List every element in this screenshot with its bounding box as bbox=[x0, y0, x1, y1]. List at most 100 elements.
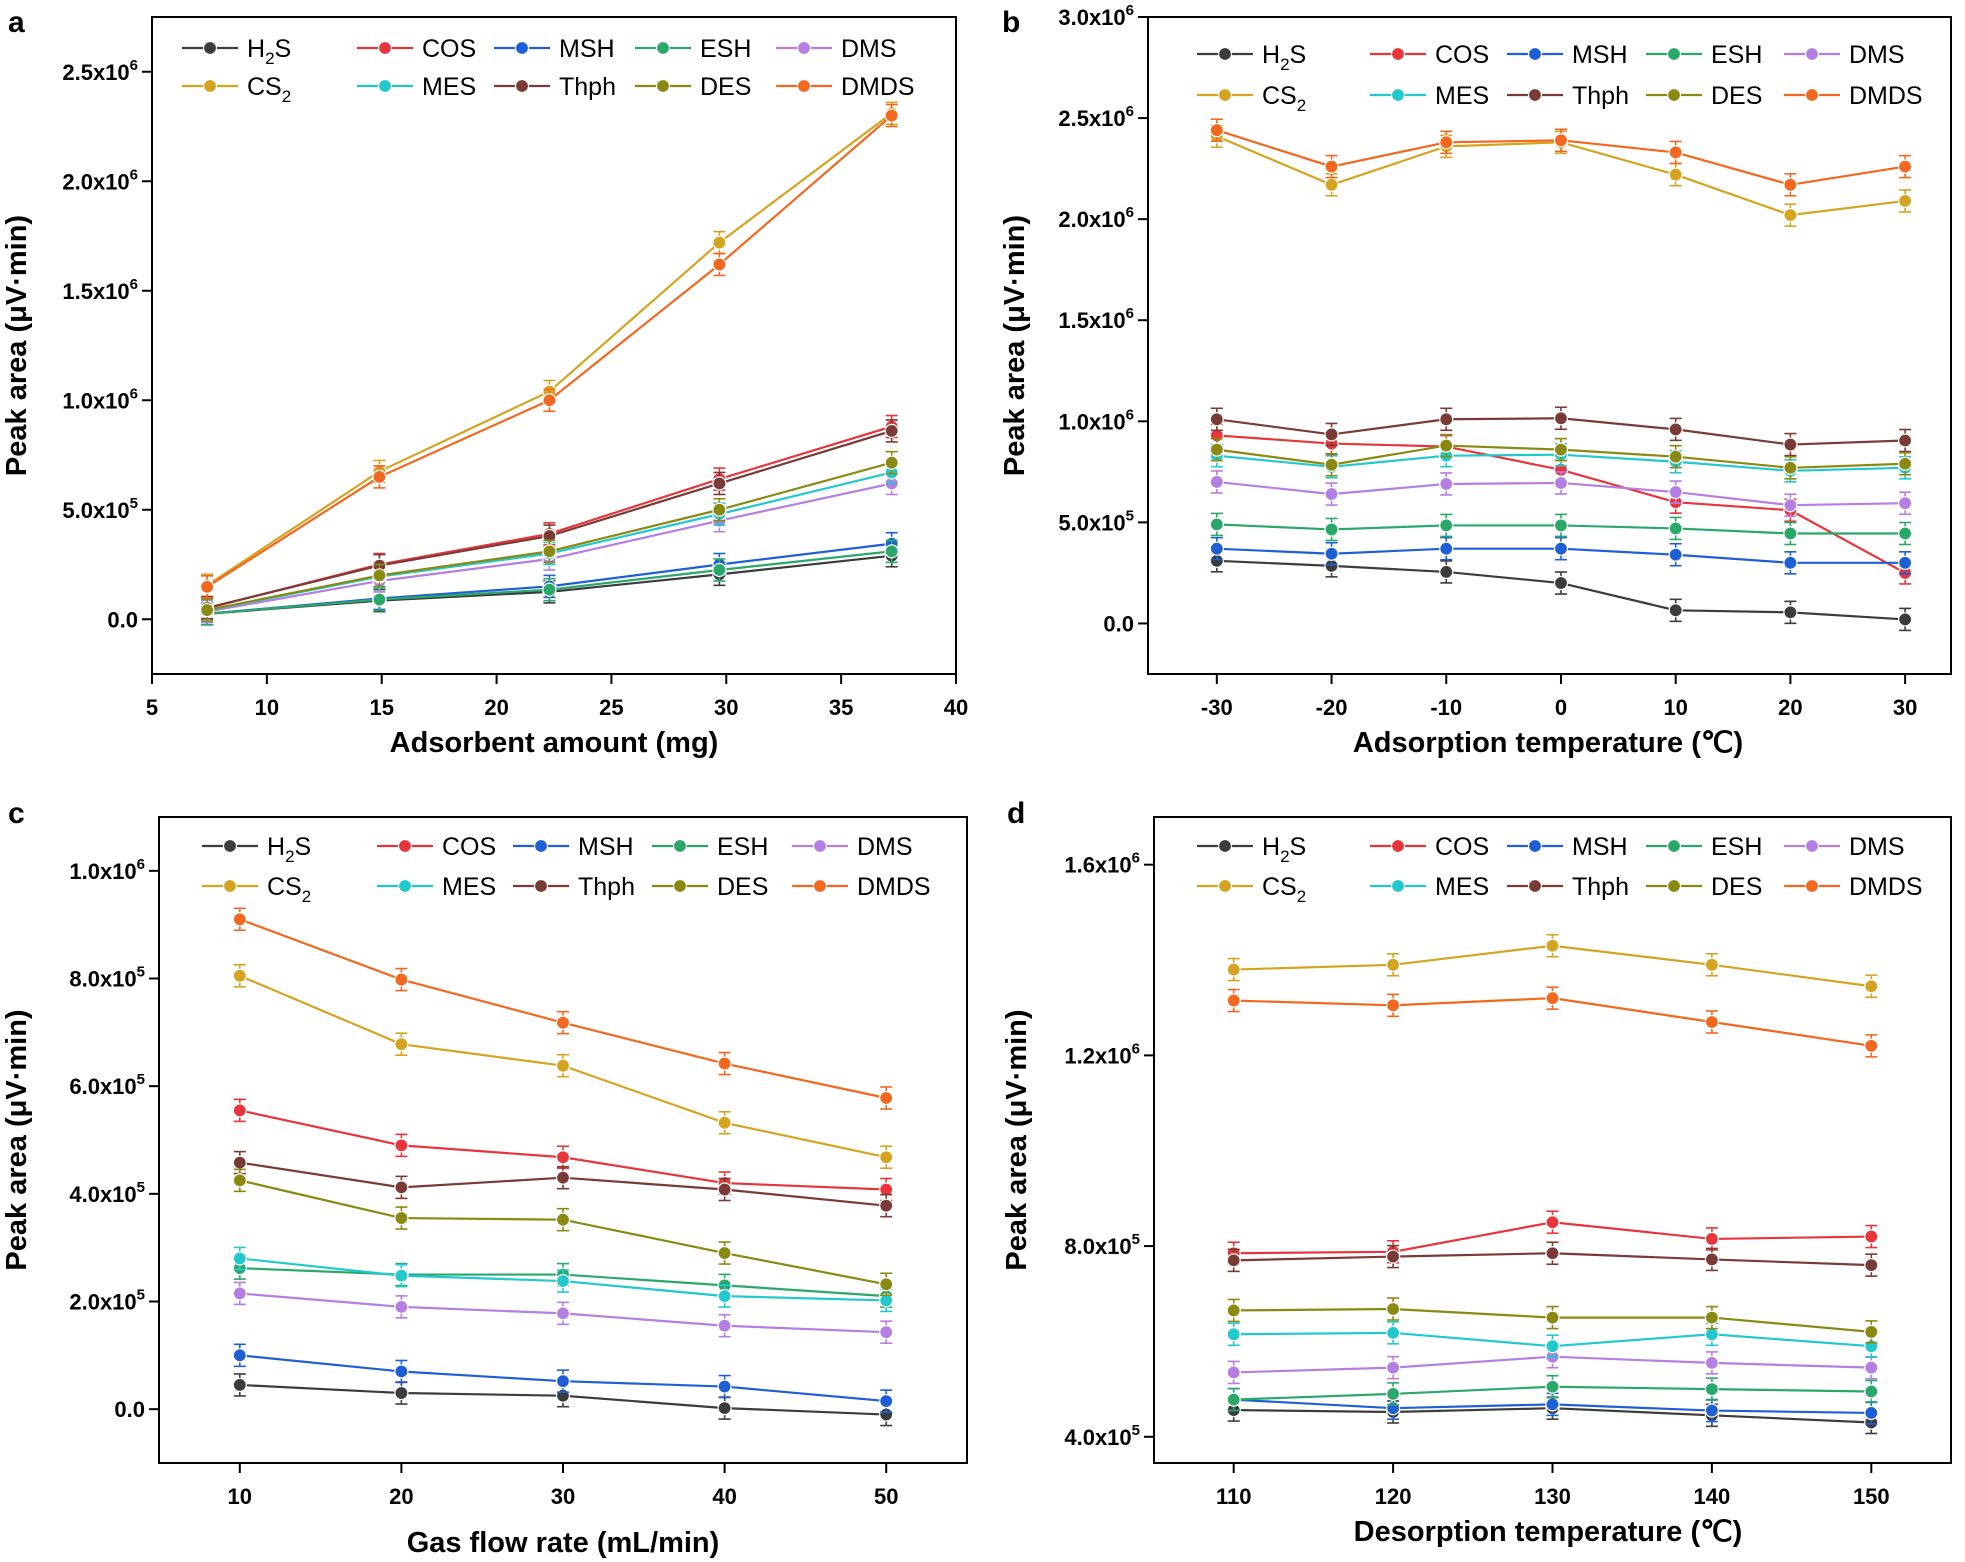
series-h2s bbox=[1209, 548, 1913, 632]
legend: H2S COS MSH ESH DMS CS2 MES Thph DES DMDS bbox=[202, 833, 931, 906]
data-point bbox=[1898, 456, 1913, 471]
data-point bbox=[1668, 484, 1683, 500]
legend-label: DMS bbox=[841, 35, 897, 63]
y-tick-label: 5.0x105 bbox=[62, 495, 138, 523]
legend-marker bbox=[1527, 838, 1543, 854]
legend-item-des: DES bbox=[635, 73, 751, 101]
data-point bbox=[1668, 167, 1683, 182]
x-tick-label: 40 bbox=[944, 695, 968, 720]
data-point bbox=[1324, 486, 1339, 502]
legend-label: COS bbox=[422, 35, 476, 63]
data-point bbox=[1668, 547, 1683, 562]
data-point bbox=[717, 1245, 732, 1261]
data-point bbox=[232, 1251, 247, 1266]
data-point bbox=[555, 1212, 571, 1227]
legend-label: DES bbox=[1711, 873, 1762, 901]
legend-item-cos: COS bbox=[1370, 41, 1489, 69]
x-tick-label: -20 bbox=[1316, 695, 1348, 720]
y-tick-label: 0.0 bbox=[1103, 611, 1134, 636]
legend-item-dmds: DMDS bbox=[792, 873, 931, 901]
data-point bbox=[1898, 555, 1913, 570]
series-dmds bbox=[232, 907, 894, 1110]
x-tick-label: 20 bbox=[1778, 695, 1802, 720]
data-point bbox=[1864, 1229, 1879, 1244]
series-line bbox=[206, 112, 893, 587]
legend-label: Thph bbox=[559, 73, 616, 101]
data-point bbox=[555, 1273, 571, 1289]
data-point bbox=[1783, 555, 1798, 570]
legend-item-cos: COS bbox=[377, 833, 496, 861]
legend-marker bbox=[1666, 46, 1682, 62]
legend-label: DES bbox=[1711, 82, 1762, 110]
data-point bbox=[1439, 438, 1454, 453]
legend-marker bbox=[1804, 838, 1820, 854]
data-point bbox=[200, 579, 215, 594]
y-tick-label: 2.5x106 bbox=[62, 57, 138, 85]
data-point bbox=[1864, 1360, 1879, 1375]
data-point bbox=[712, 257, 727, 272]
data-point bbox=[1545, 938, 1560, 953]
legend-item-msh: MSH bbox=[513, 833, 634, 861]
legend-item-esh: ESH bbox=[1646, 41, 1762, 69]
legend-label: COS bbox=[442, 833, 496, 861]
legend: H2S COS MSH ESH DMS CS2 MES Thph DES DMDS bbox=[182, 35, 915, 106]
data-point bbox=[542, 393, 557, 408]
data-point bbox=[1545, 1379, 1560, 1394]
legend-marker bbox=[1666, 878, 1682, 894]
legend-marker bbox=[655, 40, 671, 56]
y-tick-label: 1.0x106 bbox=[69, 856, 145, 884]
legend-marker bbox=[1527, 87, 1543, 103]
y-axis-title: Peak area (μV·min) bbox=[1, 215, 33, 476]
legend-item-mes: MES bbox=[377, 873, 496, 901]
data-point bbox=[1324, 177, 1339, 192]
legend-marker bbox=[655, 78, 671, 94]
legend-item-des: DES bbox=[1646, 82, 1762, 110]
legend-item-esh: ESH bbox=[652, 833, 768, 861]
data-point bbox=[879, 1393, 894, 1409]
data-point bbox=[1439, 518, 1454, 533]
data-point bbox=[717, 1289, 732, 1304]
data-point bbox=[1439, 135, 1454, 150]
data-point bbox=[1864, 1324, 1879, 1339]
legend-label: MSH bbox=[578, 833, 634, 861]
plot-frame bbox=[158, 816, 968, 1464]
x-tick-label: 30 bbox=[1893, 695, 1917, 720]
data-point bbox=[1553, 442, 1569, 457]
legend-label: H2S bbox=[1262, 41, 1306, 74]
x-tick-label: 35 bbox=[829, 695, 853, 720]
legend-item-msh: MSH bbox=[1507, 833, 1628, 861]
x-tick-label: 25 bbox=[599, 695, 623, 720]
data-point bbox=[1783, 605, 1798, 620]
data-point bbox=[884, 455, 899, 470]
y-tick-label: 4.0x105 bbox=[1064, 1422, 1140, 1450]
legend-label: DMS bbox=[1849, 833, 1905, 861]
data-point bbox=[232, 1173, 247, 1188]
data-point bbox=[1545, 1310, 1560, 1325]
data-point bbox=[1704, 1403, 1720, 1418]
legend-marker bbox=[1390, 87, 1406, 103]
data-point bbox=[1324, 546, 1339, 561]
data-point bbox=[1553, 518, 1569, 533]
data-point bbox=[1226, 1253, 1241, 1268]
data-point bbox=[394, 1364, 409, 1379]
series-esh bbox=[200, 539, 899, 626]
data-point bbox=[232, 1103, 247, 1118]
legend-marker bbox=[1804, 46, 1820, 62]
data-point bbox=[1898, 433, 1913, 448]
legend-marker bbox=[377, 40, 393, 56]
legend-item-cs2: CS2 bbox=[182, 73, 291, 106]
chart-panel-d: d 110 120 130 140 150 4.0x105 8.0x105 1.2x106 1.6… bbox=[1001, 797, 1952, 1548]
data-point bbox=[555, 1170, 571, 1185]
legend-item-cs2: CS2 bbox=[1197, 82, 1306, 115]
data-point bbox=[1704, 1327, 1720, 1342]
data-point bbox=[1226, 1365, 1241, 1380]
legend-marker bbox=[533, 878, 549, 894]
series-dmds bbox=[1226, 986, 1879, 1058]
series-dms bbox=[232, 1281, 894, 1344]
data-point bbox=[555, 1058, 571, 1073]
data-point bbox=[1209, 412, 1224, 427]
data-point bbox=[1864, 1038, 1879, 1053]
panel-label: d bbox=[1007, 797, 1025, 830]
data-point bbox=[1898, 612, 1913, 627]
legend-item-dms: DMS bbox=[1784, 41, 1905, 69]
